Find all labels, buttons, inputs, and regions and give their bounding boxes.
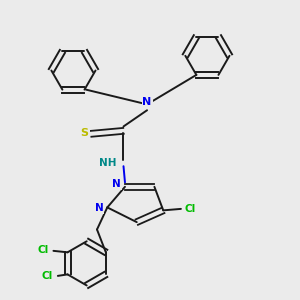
Text: N: N (112, 179, 121, 189)
Text: NH: NH (99, 158, 116, 168)
Text: N: N (142, 97, 152, 107)
Text: Cl: Cl (38, 245, 49, 255)
Text: Cl: Cl (41, 271, 52, 281)
Text: Cl: Cl (184, 204, 195, 214)
Text: S: S (81, 128, 88, 138)
Text: N: N (95, 203, 103, 213)
